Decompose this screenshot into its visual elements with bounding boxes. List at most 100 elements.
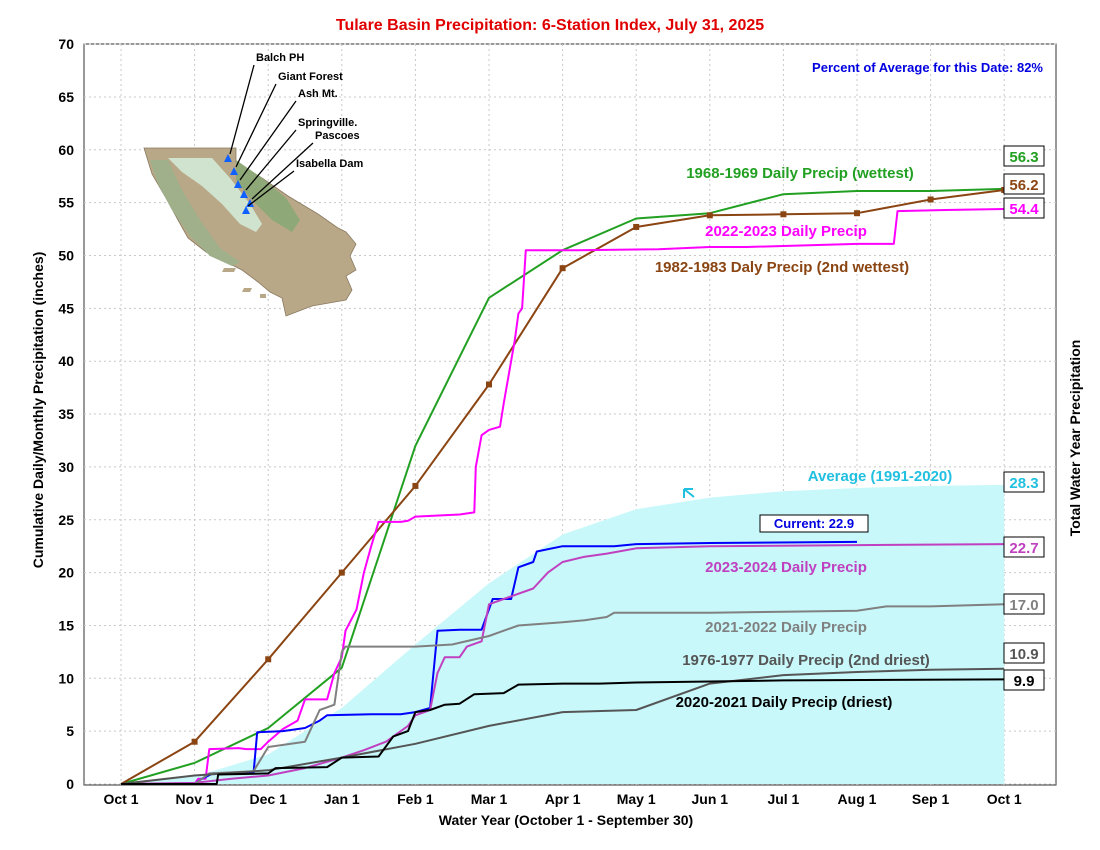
total-value-box	[1003, 145, 1045, 167]
station-label: Ash Mt.	[298, 88, 338, 100]
total-value-label: 9.9	[1014, 673, 1035, 690]
series-marker	[706, 212, 713, 219]
station-label: Pascoes	[315, 130, 360, 142]
station-triangle-icon	[242, 206, 250, 214]
series-marker	[486, 381, 492, 388]
y-tick-label: 15	[58, 617, 74, 633]
x-tick-label: Jul 1	[767, 791, 799, 807]
total-value-label: 56.3	[1009, 149, 1038, 166]
series-marker	[265, 656, 272, 663]
station-triangle-icon	[230, 167, 238, 175]
series-line-3	[121, 208, 1005, 785]
station-label: Springville.	[298, 117, 357, 129]
series-marker	[191, 738, 198, 745]
x-tick-label: Dec 1	[250, 791, 288, 807]
series-label: 1976-1977 Daily Precip (2nd driest)	[682, 652, 930, 669]
y-tick-label: 10	[58, 670, 74, 686]
y-tick-label: 20	[58, 565, 74, 581]
total-value-box	[1003, 173, 1045, 195]
station-markers	[224, 64, 314, 214]
current-label-box	[759, 514, 869, 533]
total-value-box	[1003, 669, 1045, 691]
station-label: Isabella Dam	[296, 158, 363, 170]
station-pointer-line	[239, 100, 297, 181]
sierra-foothills-shape	[236, 160, 300, 232]
average-area-layer	[121, 484, 1005, 784]
series-label: 2020-2021 Daily Precip (driest)	[676, 694, 893, 711]
station-triangle-icon	[234, 180, 242, 188]
total-value-label: 28.3	[1009, 475, 1038, 492]
series-marker	[412, 482, 419, 489]
y-tick-label: 60	[58, 142, 74, 158]
y-tick-label: 0	[66, 776, 74, 792]
station-pointer-line	[247, 170, 295, 207]
y-tick-label: 30	[58, 459, 74, 475]
channel-island-3	[260, 294, 266, 298]
total-value-box	[1003, 642, 1045, 664]
station-label: Balch PH	[256, 52, 304, 64]
series-line-5	[120, 543, 1005, 785]
series-label: 1968-1969 Daily Precip (wettest)	[686, 165, 914, 182]
station-pointer-line	[245, 129, 297, 191]
station-pointer-line	[235, 83, 277, 168]
total-value-box	[1003, 197, 1045, 219]
station-pointer-line	[229, 64, 255, 155]
series-marker	[633, 223, 640, 230]
current-label: Current: 22.9	[774, 516, 854, 531]
series-label: 2023-2024 Daily Precip	[705, 559, 867, 576]
y-tick-label: 65	[58, 89, 74, 105]
station-triangle-icon	[240, 190, 248, 198]
series-marker	[927, 196, 934, 203]
coastal-range-shape	[150, 160, 240, 266]
total-value-boxes: 28.3 56.3 56.2 54.4 22.7 17.0 10.9 9.9	[1003, 145, 1045, 691]
y-axis-label: Cumulative Daily/Monthly Precipitation (…	[30, 252, 46, 569]
total-value-label: 17.0	[1009, 597, 1038, 614]
series-marker	[559, 265, 566, 272]
series-marker	[338, 569, 345, 576]
total-value-box	[1003, 593, 1045, 615]
series-label: 1982-1983 Daly Precip (2nd wettest)	[655, 259, 909, 276]
channel-island-2	[242, 288, 252, 292]
y-tick-label: 55	[58, 195, 74, 211]
x-tick-label: Oct 1	[103, 791, 138, 807]
average-arrow-icon	[683, 488, 695, 498]
y-tick-label: 50	[58, 248, 74, 264]
chart-title: Tulare Basin Precipitation: 6-Station In…	[336, 17, 764, 34]
x-axis-label: Water Year (October 1 - September 30)	[439, 812, 693, 828]
channel-island-1	[222, 268, 236, 272]
y-tick-label: 5	[66, 723, 74, 739]
x-tick-label: Feb 1	[397, 791, 434, 807]
series-label: 2021-2022 Daily Precip	[705, 619, 867, 636]
central-valley-shape	[168, 158, 262, 232]
series-line-4	[194, 540, 858, 785]
station-pointer-line	[251, 142, 314, 200]
x-tick-label: Aug 1	[838, 791, 877, 807]
total-value-label: 56.2	[1009, 177, 1038, 194]
series-label: Average (1991-2020)	[808, 468, 953, 485]
station-triangle-icon	[224, 154, 232, 162]
california-map-shape	[143, 147, 357, 317]
x-tick-label: Apr 1	[545, 791, 581, 807]
x-tick-label: Nov 1	[176, 791, 214, 807]
y-tick-label: 25	[58, 512, 74, 528]
average-area	[121, 484, 1005, 784]
y-tick-label: 70	[58, 36, 74, 52]
y-tick-label: 40	[58, 353, 74, 369]
percent-of-average: Percent of Average for this Date: 82%	[812, 60, 1043, 75]
total-value-label: 22.7	[1009, 540, 1038, 557]
x-tick-label: Jun 1	[692, 791, 729, 807]
y2-axis-label: Total Water Year Precipitation	[1067, 340, 1083, 537]
series-label: 2022-2023 Daily Precip	[705, 223, 867, 240]
total-value-label: 54.4	[1009, 201, 1039, 218]
station-triangle-icon	[246, 199, 254, 207]
total-value-box	[1003, 471, 1045, 493]
total-value-box	[1003, 536, 1045, 558]
series-line-7	[120, 667, 1005, 785]
california-map-inset	[143, 147, 357, 317]
series-line-8	[121, 678, 1005, 785]
x-tick-label: Sep 1	[912, 791, 950, 807]
x-tick-label: Oct 1	[987, 791, 1022, 807]
series-markers-layer	[191, 186, 1008, 745]
y-tick-labels: 0 5 10 15 20 25 30 35 40 45 50 55 60 65 70	[58, 36, 74, 792]
